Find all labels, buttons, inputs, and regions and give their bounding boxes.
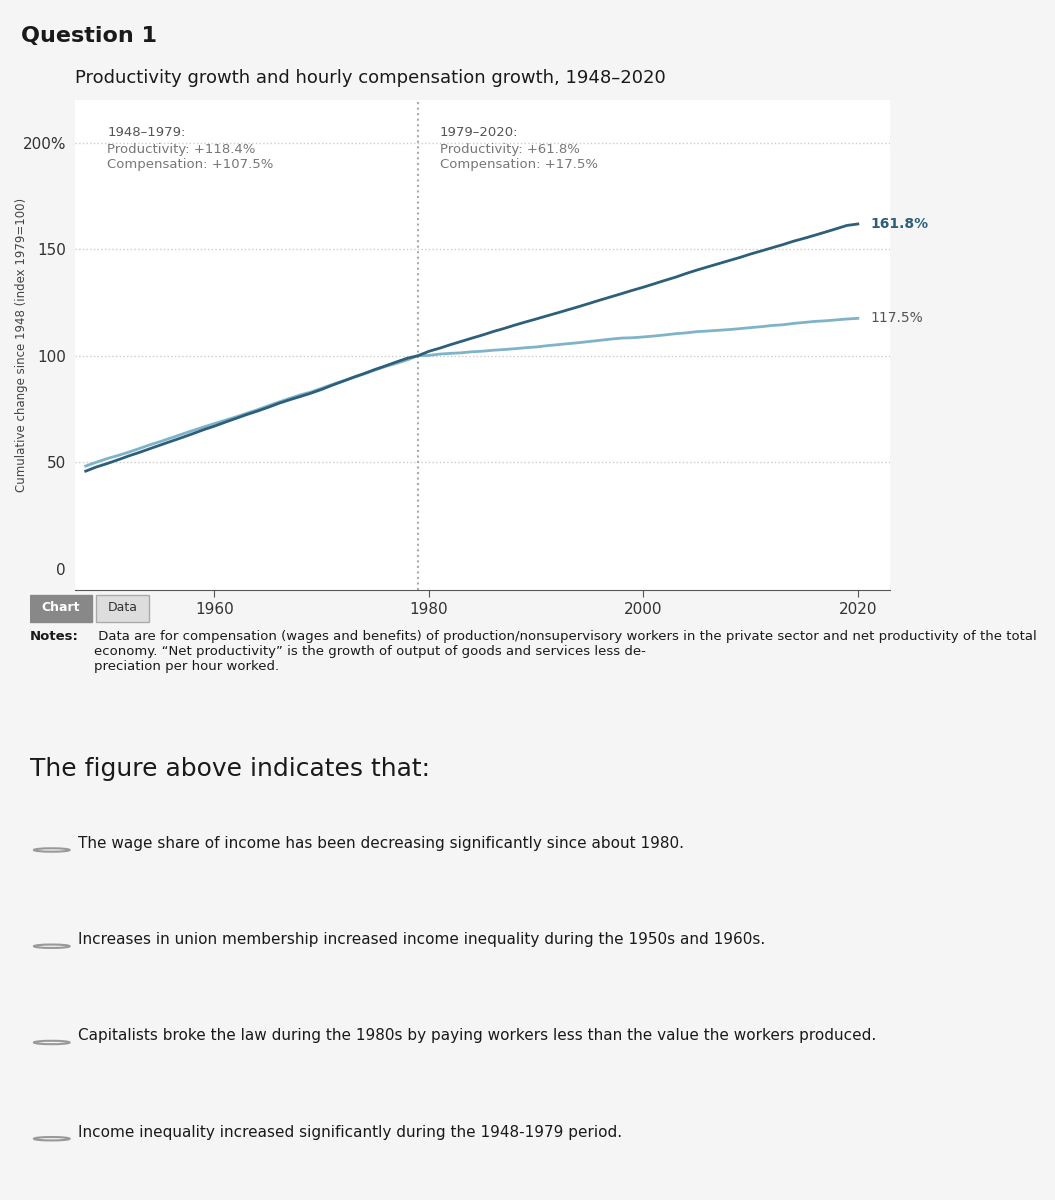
Text: 1979–2020:: 1979–2020: [440, 126, 518, 138]
Text: Question 1: Question 1 [21, 25, 157, 46]
Text: Productivity: +118.4%: Productivity: +118.4% [108, 143, 255, 156]
Text: Productivity: +61.8%: Productivity: +61.8% [440, 143, 579, 156]
Text: Data are for compensation (wages and benefits) of production/nonsupervisory work: Data are for compensation (wages and ben… [94, 630, 1037, 673]
Text: 117.5%: 117.5% [870, 311, 923, 325]
Text: Chart: Chart [41, 601, 80, 614]
FancyBboxPatch shape [30, 595, 92, 622]
Text: Increases in union membership increased income inequality during the 1950s and 1: Increases in union membership increased … [77, 932, 765, 947]
Text: 1948–1979:: 1948–1979: [108, 126, 186, 138]
Text: Income inequality increased significantly during the 1948-1979 period.: Income inequality increased significantl… [77, 1124, 621, 1140]
Text: Data: Data [108, 601, 137, 614]
Text: Compensation: +17.5%: Compensation: +17.5% [440, 157, 597, 170]
Text: The wage share of income has been decreasing significantly since about 1980.: The wage share of income has been decrea… [77, 836, 684, 851]
Text: Productivity growth and hourly compensation growth, 1948–2020: Productivity growth and hourly compensat… [75, 70, 666, 88]
Text: Cumulative change since 1948 (index 1979=100): Cumulative change since 1948 (index 1979… [15, 198, 27, 492]
Text: The figure above indicates that:: The figure above indicates that: [30, 757, 430, 781]
Text: 161.8%: 161.8% [870, 217, 928, 230]
FancyBboxPatch shape [96, 595, 149, 622]
Text: Notes:: Notes: [30, 630, 79, 643]
Text: Compensation: +107.5%: Compensation: +107.5% [108, 157, 273, 170]
Text: Capitalists broke the law during the 1980s by paying workers less than the value: Capitalists broke the law during the 198… [77, 1028, 876, 1043]
